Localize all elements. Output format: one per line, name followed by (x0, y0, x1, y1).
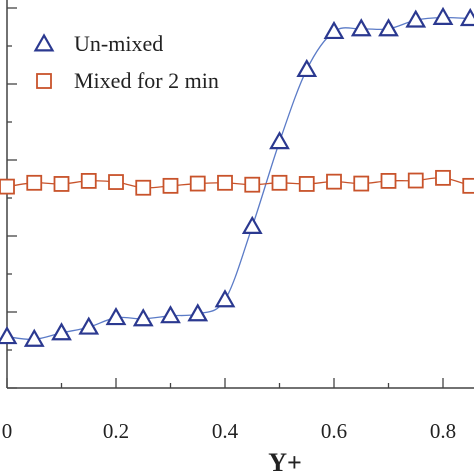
data-point-triangle (78, 316, 100, 335)
x-tick-label: 0.8 (430, 419, 456, 443)
legend-marker-triangle (33, 33, 55, 52)
x-tick-labels: 0 0.2 0.4 0.6 0.8 (2, 419, 456, 443)
x-ticks (6, 378, 444, 388)
series-layer (0, 6, 474, 347)
series-unmixed (0, 6, 474, 347)
legend-square-icon (36, 73, 52, 89)
data-point-triangle (160, 305, 181, 324)
data-point-square (244, 176, 261, 193)
series-mixed (0, 169, 474, 196)
data-point-square (353, 175, 370, 192)
legend-label-mixed: Mixed for 2 min (74, 68, 219, 93)
x-tick-label: 0 (2, 419, 13, 443)
y-ticks (7, 7, 17, 389)
data-point-square (217, 174, 233, 191)
data-point-triangle (323, 20, 345, 40)
x-axis-title: Y+ (268, 448, 302, 474)
data-point-triangle (51, 322, 72, 341)
data-point-square (407, 172, 424, 189)
data-point-triangle (23, 328, 45, 347)
data-point-triangle (432, 6, 454, 25)
data-point-triangle (132, 308, 154, 327)
data-point-square (108, 174, 124, 190)
data-point-triangle (378, 18, 399, 37)
data-point-triangle (350, 18, 372, 37)
data-point-square (189, 175, 206, 192)
x-tick-label: 0.2 (103, 419, 129, 443)
data-point-triangle (187, 303, 209, 322)
data-point-triangle (241, 215, 263, 234)
data-point-square (53, 176, 70, 192)
data-point-square (462, 177, 474, 194)
data-point-triangle (269, 131, 290, 150)
legend-marker-square (36, 73, 52, 89)
data-point-triangle (459, 7, 474, 27)
data-point-square (298, 176, 315, 192)
data-point-square (271, 174, 288, 191)
data-point-square (80, 172, 97, 189)
data-point-square (26, 174, 43, 191)
legend: Un-mixed Mixed for 2 min (33, 31, 219, 93)
legend-label-unmixed: Un-mixed (74, 31, 163, 56)
x-tick-label: 0.6 (321, 419, 347, 443)
data-point-square (0, 178, 15, 195)
legend-triangle-icon (33, 33, 55, 52)
data-point-triangle (214, 289, 236, 308)
data-point-square (162, 177, 179, 194)
data-point-square (435, 169, 451, 186)
series-line (6, 16, 471, 341)
data-point-triangle (405, 9, 427, 28)
x-tick-label: 0.4 (212, 419, 239, 443)
data-point-triangle (105, 306, 127, 326)
series-line (6, 177, 471, 189)
data-point-triangle (0, 325, 18, 345)
data-point-triangle (296, 58, 318, 78)
data-point-square (326, 173, 342, 190)
data-point-square (135, 179, 152, 196)
data-point-square (380, 172, 397, 189)
